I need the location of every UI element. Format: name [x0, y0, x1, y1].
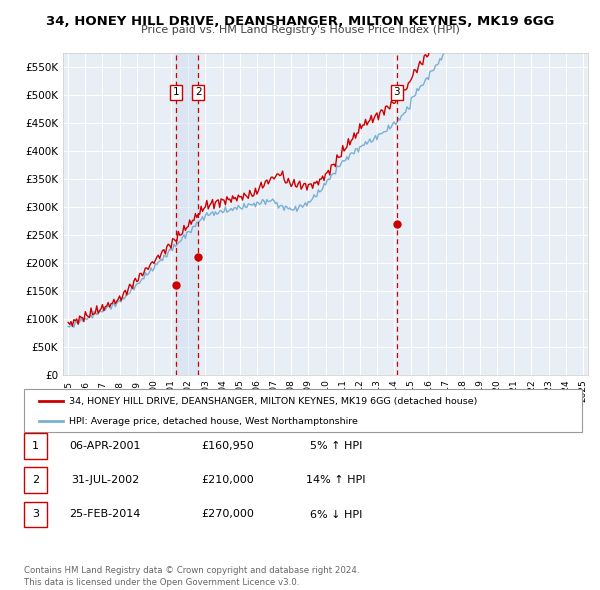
Bar [176, 53, 198, 375]
Text: Contains HM Land Registry data © Crown copyright and database right 2024.
This d: Contains HM Land Registry data © Crown c… [24, 566, 359, 587]
Text: 25-FEB-2014: 25-FEB-2014 [70, 510, 140, 519]
Text: 31-JUL-2002: 31-JUL-2002 [71, 476, 139, 485]
Text: 2: 2 [195, 87, 202, 97]
Text: HPI: Average price, detached house, West Northamptonshire: HPI: Average price, detached house, West… [69, 417, 358, 426]
Text: 1: 1 [32, 441, 39, 451]
Text: 3: 3 [32, 510, 39, 519]
Text: 06-APR-2001: 06-APR-2001 [69, 441, 141, 451]
Text: 2: 2 [32, 476, 39, 485]
Text: 5% ↑ HPI: 5% ↑ HPI [310, 441, 362, 451]
Text: 34, HONEY HILL DRIVE, DEANSHANGER, MILTON KEYNES, MK19 6GG: 34, HONEY HILL DRIVE, DEANSHANGER, MILTO… [46, 15, 554, 28]
Text: £160,950: £160,950 [202, 441, 254, 451]
Text: 1: 1 [172, 87, 179, 97]
Text: 6% ↓ HPI: 6% ↓ HPI [310, 510, 362, 519]
Text: 14% ↑ HPI: 14% ↑ HPI [306, 476, 366, 485]
Text: Price paid vs. HM Land Registry's House Price Index (HPI): Price paid vs. HM Land Registry's House … [140, 25, 460, 35]
Text: £270,000: £270,000 [202, 510, 254, 519]
Text: 34, HONEY HILL DRIVE, DEANSHANGER, MILTON KEYNES, MK19 6GG (detached house): 34, HONEY HILL DRIVE, DEANSHANGER, MILTO… [69, 397, 478, 406]
Text: 3: 3 [394, 87, 400, 97]
Text: £210,000: £210,000 [202, 476, 254, 485]
